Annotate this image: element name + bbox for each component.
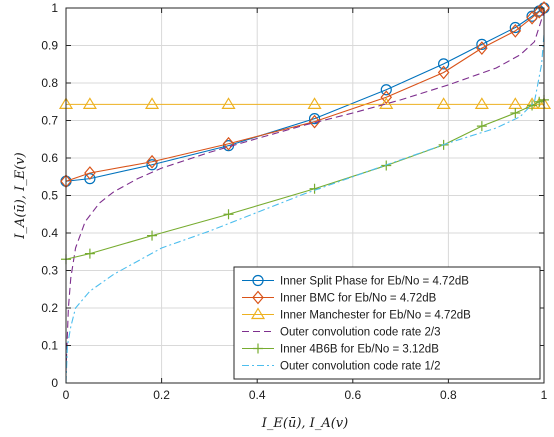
data-point <box>438 58 450 70</box>
legend-item: Outer convolution code rate 2/3 <box>242 327 440 339</box>
data-point <box>380 84 392 96</box>
data-point <box>474 97 489 109</box>
series-line <box>65 11 545 372</box>
y-tick-label: 0 <box>51 376 58 390</box>
data-point <box>308 114 321 129</box>
y-tick-label: 0.6 <box>41 151 58 165</box>
series-0 <box>60 2 550 187</box>
data-point <box>222 136 235 151</box>
data-point <box>144 97 160 109</box>
x-tick-label: 0.8 <box>440 388 457 402</box>
legend-item: Inner 4B6B for Eb/No = 3.12dB <box>242 343 439 356</box>
legend-label: Outer convolution code rate 1/2 <box>280 361 440 373</box>
data-point <box>146 159 158 171</box>
data-point <box>526 10 538 25</box>
series-1 <box>60 1 550 189</box>
legend-marker <box>252 274 264 287</box>
x-axis-label: I_E(ū), I_A(v) <box>261 416 348 431</box>
series-line <box>65 7 545 182</box>
legend-label: Inner BMC for Eb/No = 4.72dB <box>280 293 437 305</box>
series-2 <box>58 97 552 109</box>
legend-label: Inner Manchester for Eb/No = 4.72dB <box>280 310 471 322</box>
y-axis-label: I_A(ū), I_E(v) <box>13 152 28 239</box>
legend-item: Inner Split Phase for Eb/No = 4.72dB <box>242 274 469 288</box>
y-tick-label: 0.8 <box>41 76 58 90</box>
y-tick-label: 0.3 <box>41 264 58 278</box>
data-point <box>82 97 97 109</box>
data-point <box>84 166 96 180</box>
data-point <box>534 96 545 107</box>
legend-label: Outer convolution code rate 2/3 <box>280 327 440 339</box>
data-point <box>308 113 321 125</box>
data-point <box>223 209 234 220</box>
y-tick-label: 0.2 <box>41 301 58 315</box>
legend: Inner Split Phase for Eb/No = 4.72dB Inne… <box>233 266 541 380</box>
y-tick-label: 0.5 <box>41 189 58 203</box>
legend-label: Inner Split Phase for Eb/No = 4.72dB <box>280 276 469 288</box>
data-point <box>476 38 488 50</box>
y-tick-label: 0.1 <box>41 339 58 353</box>
data-point <box>221 97 236 109</box>
series-layer <box>58 1 552 384</box>
x-tick-label: 0.4 <box>249 388 266 402</box>
legend-item: Outer convolution code rate 1/2 <box>242 361 440 373</box>
legend-marker <box>253 343 263 354</box>
legend-marker <box>252 290 264 305</box>
data-point <box>476 41 488 56</box>
data-point <box>84 248 95 259</box>
series-line <box>65 7 545 182</box>
legend-item: Inner BMC for Eb/No = 4.72dB <box>242 290 437 305</box>
data-point <box>476 121 487 132</box>
data-point <box>509 23 522 38</box>
data-point <box>147 230 158 241</box>
data-point <box>436 97 451 109</box>
y-tick-label: 0.4 <box>41 226 58 240</box>
data-point <box>84 173 96 185</box>
data-point <box>380 90 393 105</box>
data-point <box>437 65 450 80</box>
legend-marker <box>250 307 266 320</box>
legend-label: Inner 4B6B for Eb/No = 3.12dB <box>280 344 439 356</box>
y-tick-label: 0.9 <box>41 39 58 53</box>
axis-ticks: 0 0.2 0.4 0.6 0.8 1 0 0.1 0.2 0.3 0.4 0.5 0.6 0.7 0.8 0… <box>41 1 547 402</box>
legend-item: Inner Manchester for Eb/No = 4.72dB <box>242 307 471 322</box>
x-tick-label: 1 <box>541 388 548 402</box>
data-point <box>527 100 538 111</box>
data-point <box>533 4 546 19</box>
series-3 <box>65 11 545 372</box>
data-point <box>307 97 322 109</box>
data-point <box>146 154 158 169</box>
data-point <box>510 108 521 118</box>
x-tick-label: 0.6 <box>344 388 361 402</box>
legend-box <box>233 266 541 380</box>
x-tick-label: 0 <box>63 388 70 402</box>
y-tick-label: 1 <box>51 1 58 15</box>
data-point <box>508 97 523 109</box>
y-tick-label: 0.7 <box>41 114 58 128</box>
x-tick-label: 0.2 <box>153 388 170 402</box>
